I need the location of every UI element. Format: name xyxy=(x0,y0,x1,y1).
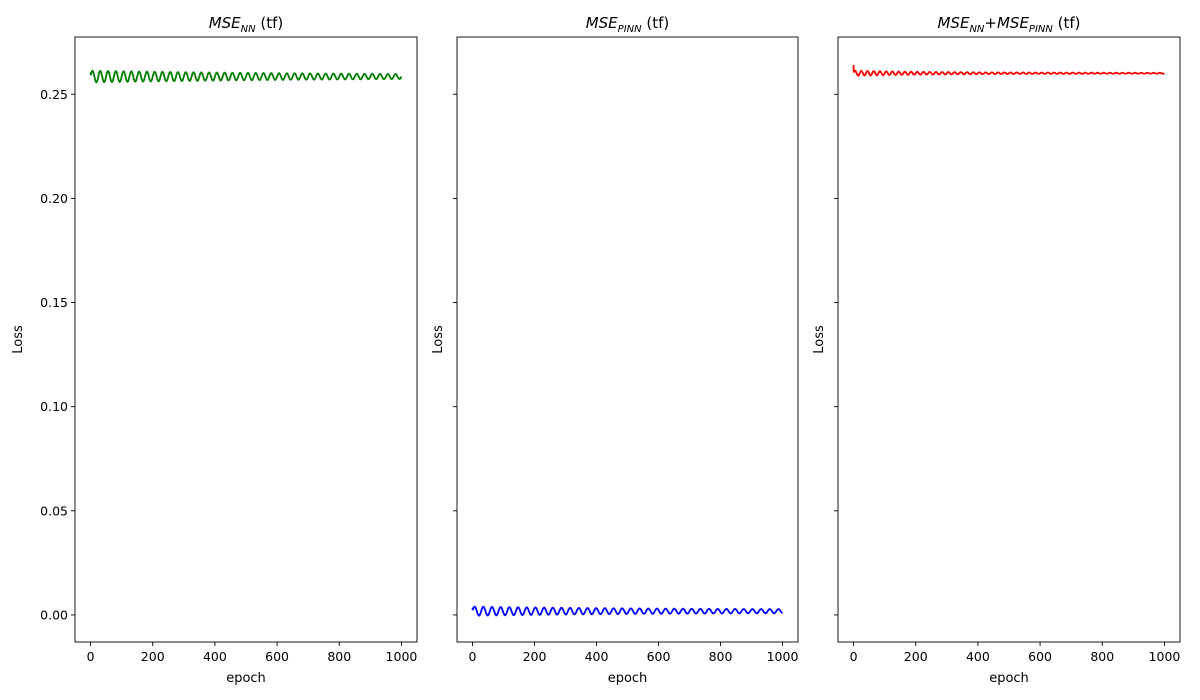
y-axis-label: Loss xyxy=(431,325,446,354)
title-subscript: NN xyxy=(241,24,256,35)
y-tick-label: 0.00 xyxy=(40,607,68,622)
x-tick-label: 0 xyxy=(469,649,477,664)
title-main: MSE xyxy=(209,14,241,32)
x-tick-label: 800 xyxy=(327,649,351,664)
series-line-1 xyxy=(471,605,783,617)
x-tick-label: 0 xyxy=(850,649,858,664)
title-mid: +MSE xyxy=(984,14,1029,32)
title-subscript-2: PINN xyxy=(1029,24,1053,35)
x-tick-label: 600 xyxy=(265,649,289,664)
chart-title: MSENN+MSEPINN (tf) xyxy=(937,14,1080,35)
x-tick-label: 1000 xyxy=(1149,649,1181,664)
series-line-1 xyxy=(852,65,1165,77)
x-tick-label: 400 xyxy=(966,649,990,664)
x-tick-label: 200 xyxy=(523,649,547,664)
x-tick-label: 800 xyxy=(709,649,733,664)
x-axis-label: epoch xyxy=(226,671,266,686)
x-tick-label: 1000 xyxy=(386,649,418,664)
x-tick-label: 200 xyxy=(141,649,165,664)
x-tick-label: 400 xyxy=(203,649,227,664)
x-tick-label: 400 xyxy=(585,649,609,664)
y-tick-label: 0.05 xyxy=(40,503,68,518)
axes-frame xyxy=(456,36,799,643)
subplot-2: 0 200 400 600 800 1000 epoch Loss MSEPINN (tf) xyxy=(431,14,798,686)
y-axis-label: Loss xyxy=(812,325,827,354)
title-subscript: PINN xyxy=(618,24,642,35)
axes-frame xyxy=(74,36,418,643)
y-axis-label: Loss xyxy=(11,325,26,354)
x-axis-label: epoch xyxy=(989,671,1029,686)
chart-title: MSENN (tf) xyxy=(209,14,284,35)
y-tick-label: 0.15 xyxy=(40,295,68,310)
y-tick-label: 0.20 xyxy=(40,191,68,206)
y-tick-label: 0.10 xyxy=(40,399,68,414)
x-tick-label: 1000 xyxy=(767,649,799,664)
title-suffix: (tf) xyxy=(642,14,670,32)
subplot-3: 0 200 400 600 800 1000 epoch Loss MSENN+MSEPINN … xyxy=(812,14,1181,686)
series-line-1 xyxy=(89,69,403,84)
title-suffix: (tf) xyxy=(1053,14,1081,32)
title-main: MSE xyxy=(937,14,969,32)
axes-frame xyxy=(837,36,1181,643)
x-tick-label: 200 xyxy=(904,649,928,664)
x-tick-label: 600 xyxy=(1028,649,1052,664)
x-axis-label: epoch xyxy=(608,671,648,686)
title-main: MSE xyxy=(586,14,618,32)
x-tick-label: 600 xyxy=(647,649,671,664)
x-tick-label: 800 xyxy=(1090,649,1114,664)
title-subscript: NN xyxy=(969,24,984,35)
x-tick-label: 0 xyxy=(87,649,95,664)
y-tick-label: 0.25 xyxy=(40,87,68,102)
subplot-1: 0 200 400 600 800 1000 0.00 0.05 0.10 0.15 0.20 0.2… xyxy=(11,14,418,686)
chart-title: MSEPINN (tf) xyxy=(586,14,670,35)
title-suffix: (tf) xyxy=(256,14,284,32)
